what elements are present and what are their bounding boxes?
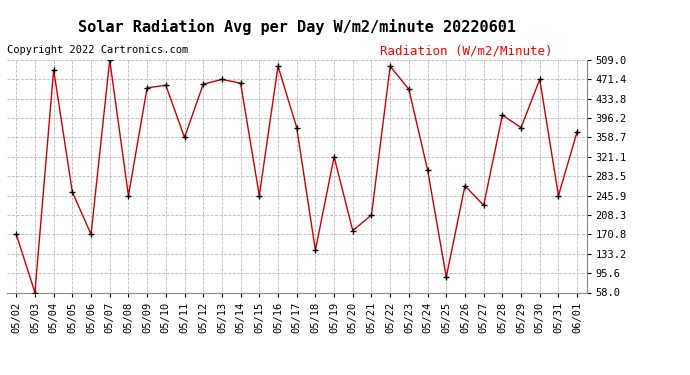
Text: Solar Radiation Avg per Day W/m2/minute 20220601: Solar Radiation Avg per Day W/m2/minute …	[78, 19, 515, 35]
Text: Copyright 2022 Cartronics.com: Copyright 2022 Cartronics.com	[7, 45, 188, 55]
Text: Radiation (W/m2/Minute): Radiation (W/m2/Minute)	[380, 45, 552, 58]
